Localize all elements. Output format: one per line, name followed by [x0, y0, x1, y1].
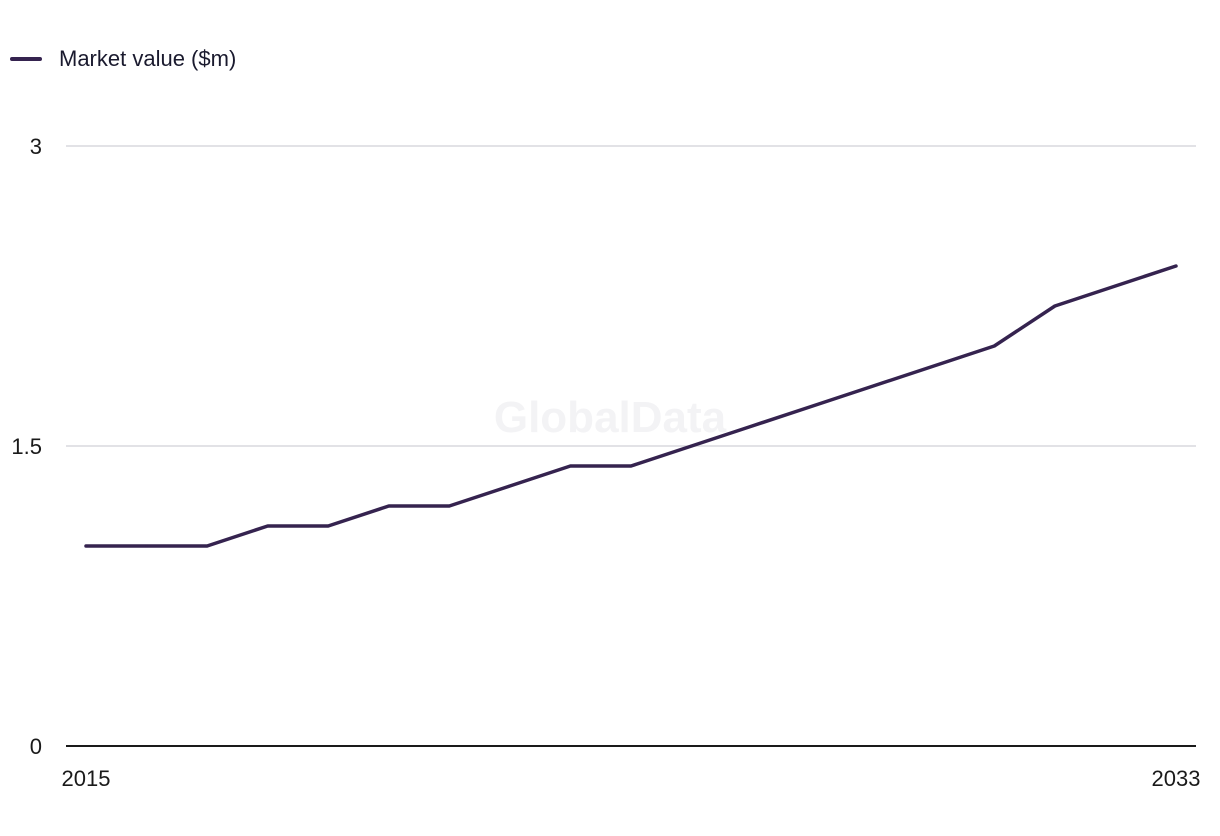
data-point [326, 524, 330, 528]
data-point [508, 484, 512, 488]
x-axis: 2015 2033 [62, 766, 1201, 791]
data-point [811, 404, 815, 408]
data-point [1113, 284, 1117, 288]
data-point [871, 384, 875, 388]
data-point [145, 544, 149, 548]
y-tick-label: 0 [30, 734, 42, 759]
y-tick-label: 1.5 [11, 434, 42, 459]
data-point [205, 544, 209, 548]
data-point [266, 524, 270, 528]
y-axis: 01.53 [11, 134, 42, 759]
data-point [1053, 304, 1057, 308]
y-tick-label: 3 [30, 134, 42, 159]
data-point [387, 504, 391, 508]
watermark: GlobalData [494, 393, 727, 442]
series-group [84, 264, 1178, 548]
data-point [992, 344, 996, 348]
data-point [568, 464, 572, 468]
data-point [629, 464, 633, 468]
x-tick-label: 2015 [62, 766, 111, 791]
grid-lines [66, 145, 1196, 447]
data-point [447, 504, 451, 508]
data-point [750, 424, 754, 428]
data-point [690, 444, 694, 448]
legend-label: Market value ($m) [59, 46, 237, 71]
data-point [84, 544, 88, 548]
data-point [932, 364, 936, 368]
x-tick-label: 2033 [1152, 766, 1201, 791]
data-point [1174, 264, 1178, 268]
legend: Market value ($m) [10, 46, 236, 72]
legend-swatch [10, 57, 42, 61]
